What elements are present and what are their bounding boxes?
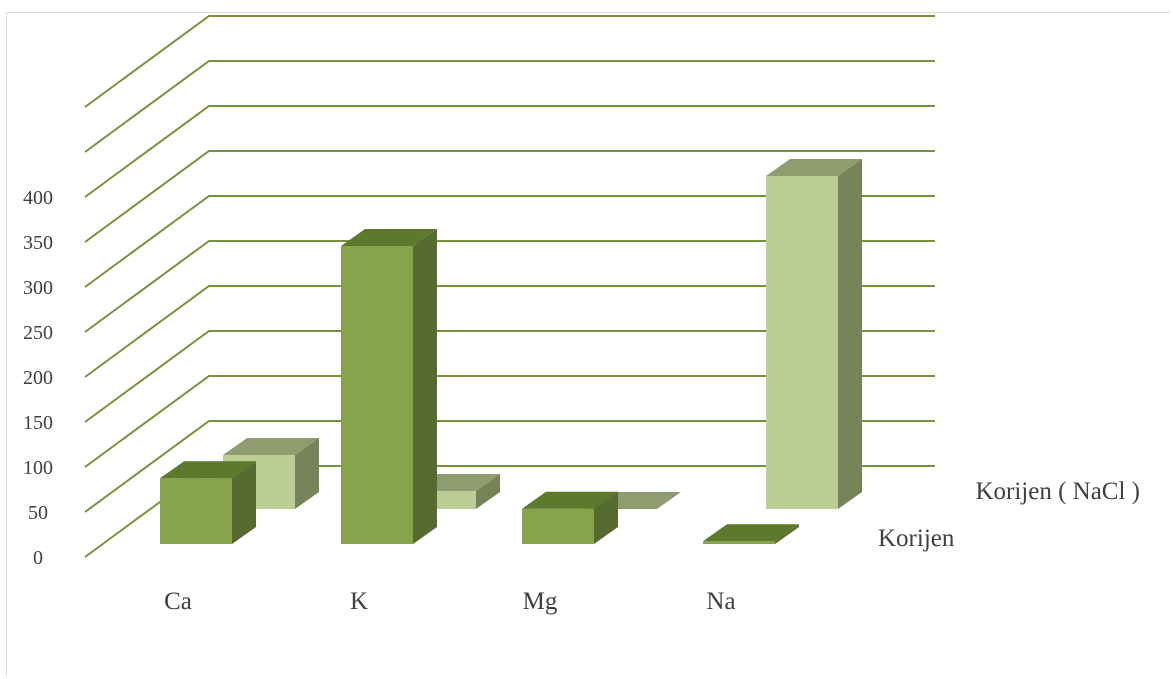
series-labels: Korijen ( NaCl ) Korijen xyxy=(878,478,1140,552)
grid-line xyxy=(84,330,935,423)
y-tick-label: 350 xyxy=(23,232,53,254)
grid-line xyxy=(84,420,935,513)
category-label-ca: Ca xyxy=(164,588,192,615)
grid-line xyxy=(84,150,935,243)
grid-line xyxy=(84,60,935,153)
grid-line xyxy=(84,15,935,108)
category-labels: Ca K Mg Na xyxy=(164,588,735,615)
bar-front-na xyxy=(703,524,799,544)
y-tick-label: 50 xyxy=(28,502,48,524)
bar-back-na xyxy=(766,159,862,509)
bar-front-k xyxy=(341,229,437,544)
y-tick-label: 150 xyxy=(23,412,53,434)
y-tick-labels: 0 50 100 150 200 250 300 350 400 xyxy=(23,187,53,569)
series-label-back: Korijen ( NaCl ) xyxy=(975,478,1140,505)
category-label-mg: Mg xyxy=(523,588,558,615)
y-tick-label: 0 xyxy=(33,547,43,569)
bar-front-mg xyxy=(522,491,618,544)
grid-line xyxy=(84,105,935,198)
y-tick-label: 100 xyxy=(23,457,53,479)
grid-line xyxy=(84,285,935,378)
grid-line xyxy=(84,195,935,288)
series-label-front: Korijen xyxy=(878,525,955,552)
bar-front-ca xyxy=(160,461,256,544)
category-label-na: Na xyxy=(706,588,735,615)
y-tick-label: 400 xyxy=(23,187,53,209)
y-tick-label: 200 xyxy=(23,367,53,389)
grid-line xyxy=(84,375,935,468)
y-tick-label: 250 xyxy=(23,322,53,344)
y-tick-label: 300 xyxy=(23,277,53,299)
grid-line xyxy=(84,240,935,333)
bars xyxy=(160,159,862,544)
category-label-k: K xyxy=(350,588,368,615)
